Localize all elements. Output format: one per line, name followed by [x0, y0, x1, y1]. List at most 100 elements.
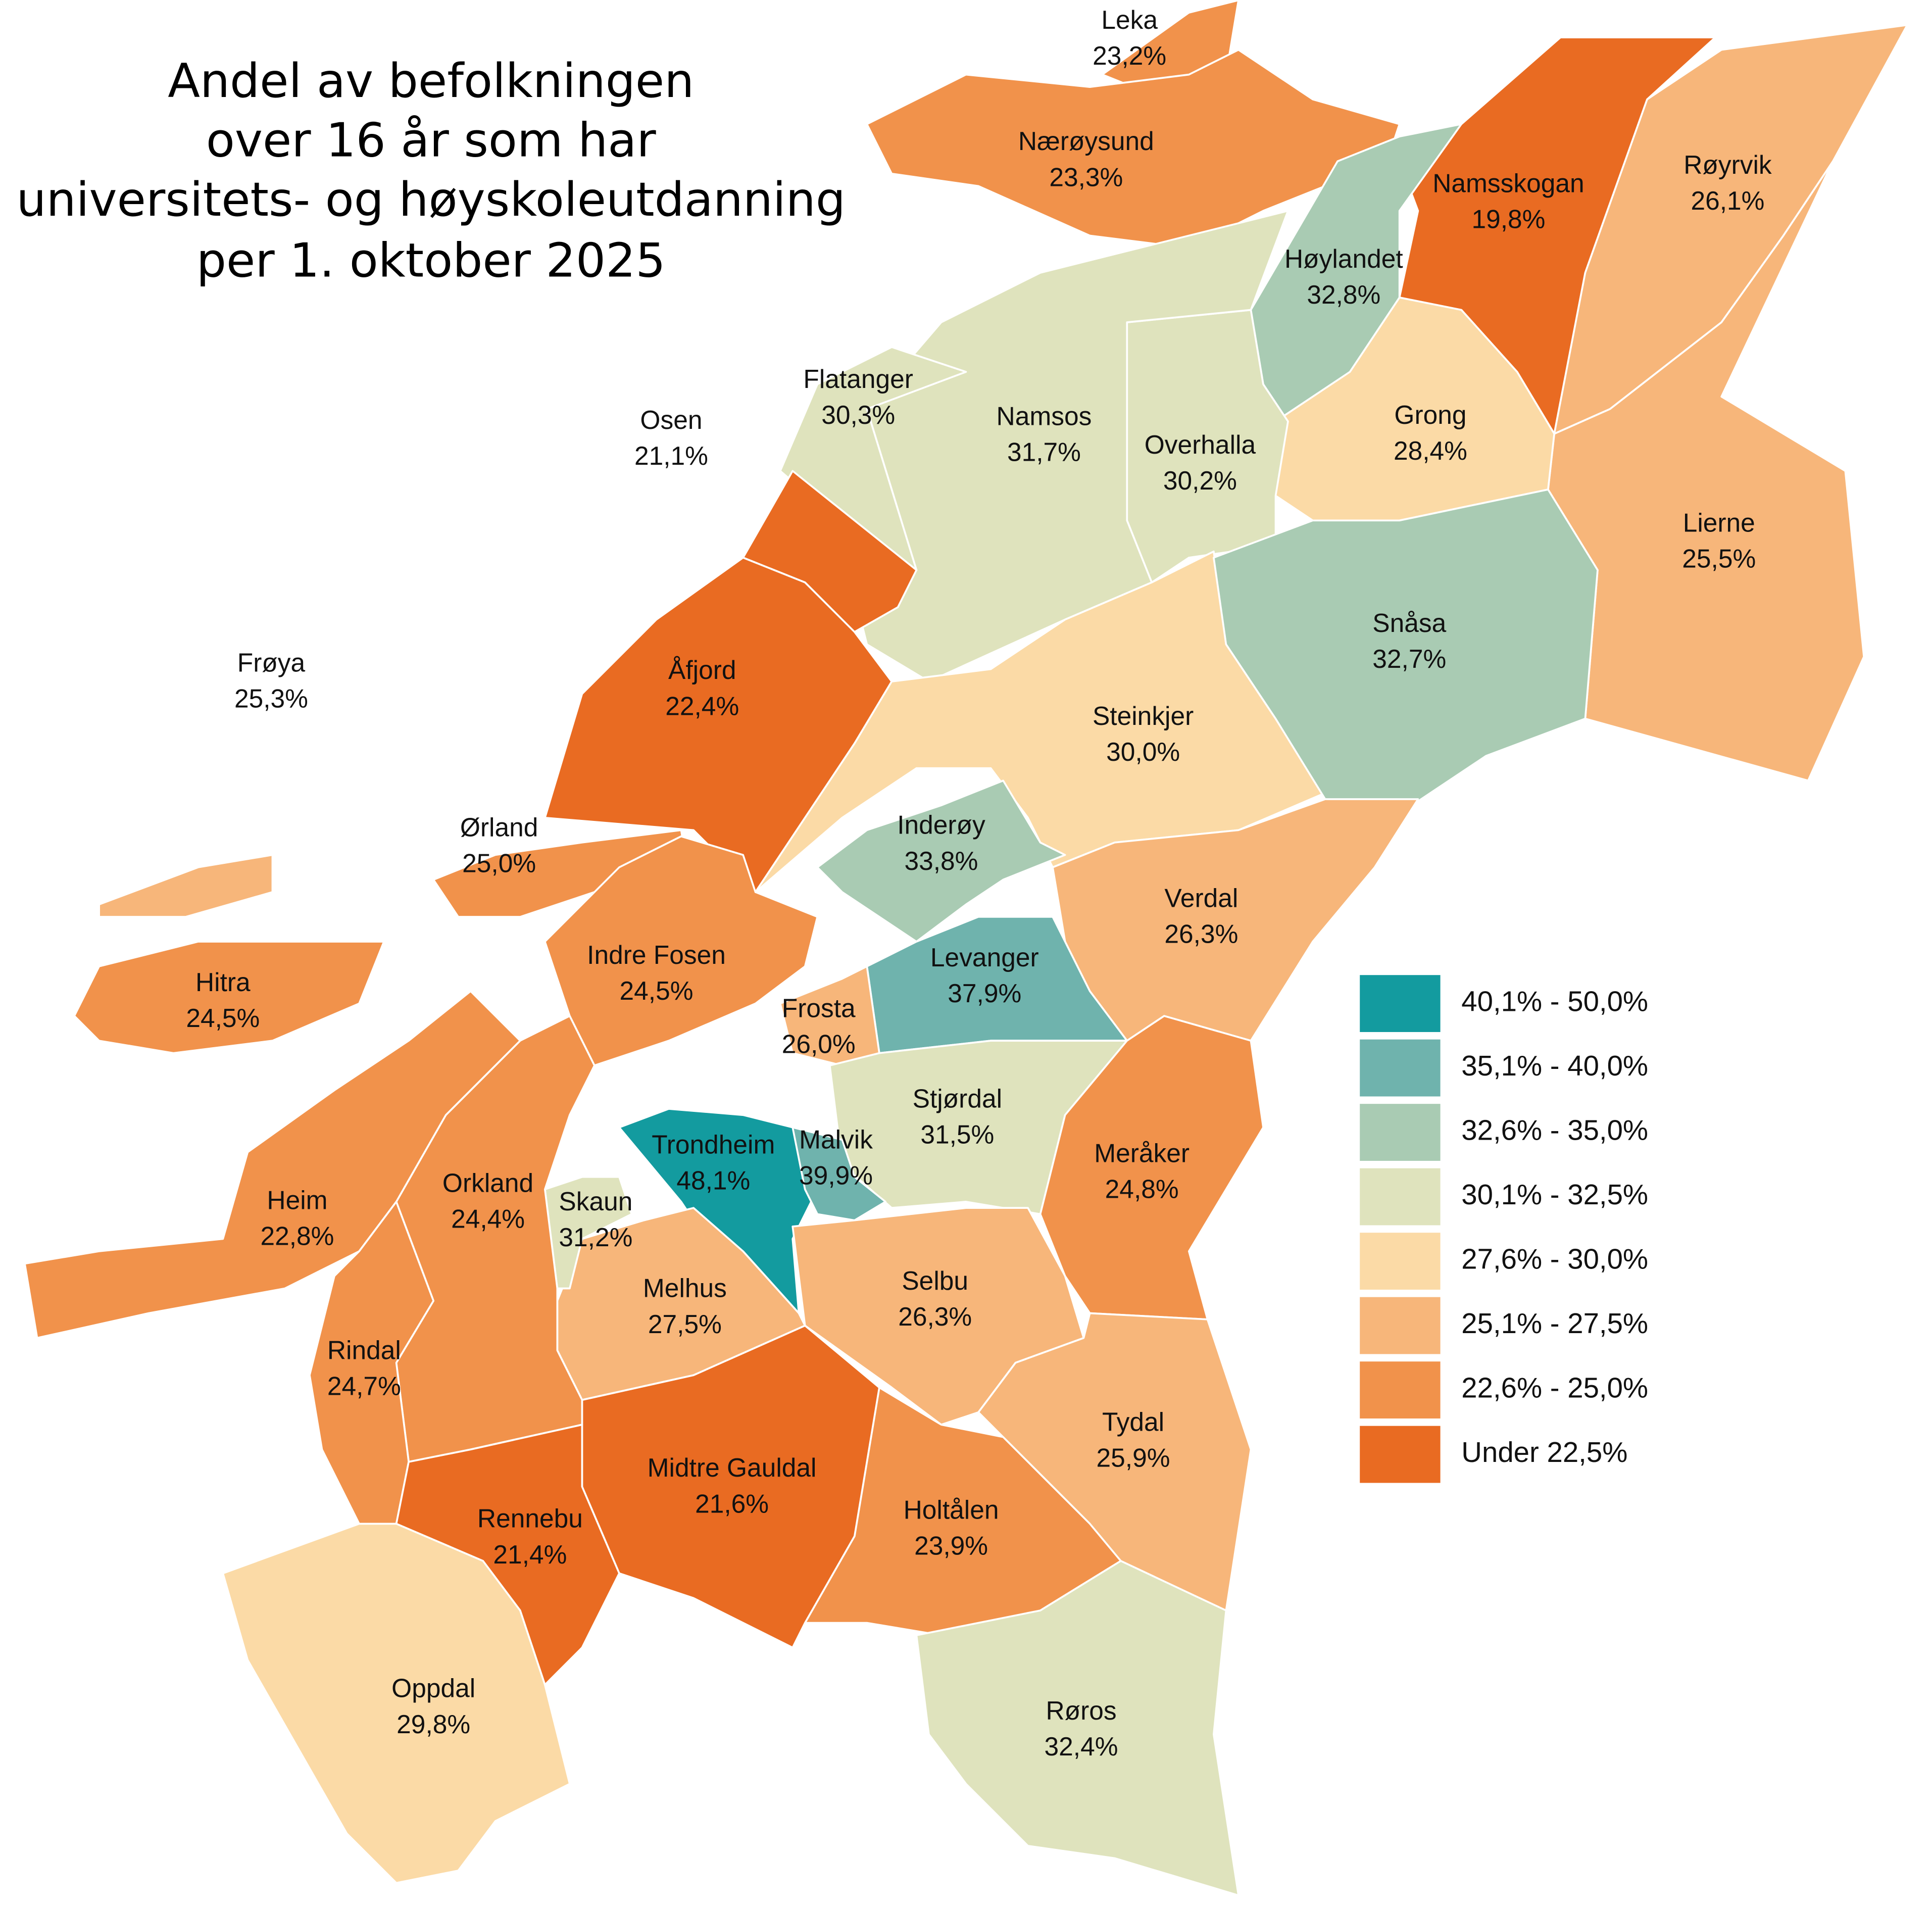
municipality-name: Nærøysund — [1018, 126, 1154, 156]
municipality-value: 24,5% — [186, 1003, 260, 1033]
municipality-value: 24,5% — [620, 976, 693, 1005]
municipality-value: 30,2% — [1163, 466, 1237, 495]
municipality-value: 25,5% — [1682, 544, 1756, 573]
municipality-name: Orkland — [442, 1168, 533, 1197]
municipality-value: 39,9% — [799, 1161, 873, 1190]
municipality-value: 31,7% — [1007, 437, 1081, 467]
municipality-name: Osen — [640, 405, 702, 434]
municipality-name: Levanger — [930, 943, 1039, 972]
municipality-value: 26,3% — [898, 1302, 972, 1331]
legend-label: 35,1% - 40,0% — [1461, 1050, 1648, 1082]
municipality-name: Frøya — [237, 648, 306, 677]
municipality-value: 25,3% — [234, 684, 308, 713]
municipality — [98, 854, 274, 918]
municipality-name: Frosta — [782, 994, 856, 1023]
municipality-name: Midtre Gauldal — [648, 1453, 817, 1482]
municipality-name: Steinkjer — [1093, 701, 1194, 730]
municipality-name: Tydal — [1102, 1407, 1164, 1436]
legend-swatch — [1360, 975, 1441, 1032]
legend-swatch — [1360, 1104, 1441, 1161]
municipality-name: Flatanger — [803, 364, 913, 394]
municipality-value: 25,0% — [462, 849, 536, 878]
municipality-name: Snåsa — [1372, 608, 1446, 638]
municipality-name: Oppdal — [391, 1674, 475, 1703]
legend-label: 40,1% - 50,0% — [1461, 985, 1648, 1017]
municipality-value: 30,3% — [821, 400, 895, 429]
legend-label: Under 22,5% — [1461, 1436, 1627, 1468]
municipality-value: 28,4% — [1394, 436, 1467, 465]
legend-swatch — [1360, 1168, 1441, 1226]
legend-swatch — [1360, 1297, 1441, 1354]
municipality — [915, 1560, 1240, 1896]
municipality-value: 26,3% — [1164, 919, 1238, 948]
municipality-name: Rindal — [327, 1335, 401, 1364]
regions — [24, 0, 1908, 1896]
municipality-name: Høylandet — [1284, 244, 1403, 273]
title-line: Andel av befolkningen — [168, 54, 694, 108]
municipality — [1213, 488, 1599, 807]
municipality — [791, 1126, 886, 1221]
title-line: per 1. oktober 2025 — [196, 233, 666, 287]
municipality-value: 21,4% — [493, 1540, 567, 1569]
municipality-name: Malvik — [799, 1124, 873, 1154]
municipality-value: 37,9% — [948, 979, 1021, 1008]
municipality-value: 19,8% — [1471, 205, 1545, 234]
legend-label: 30,1% - 32,5% — [1461, 1179, 1648, 1210]
municipality-name: Ørland — [460, 813, 538, 842]
municipality — [1039, 1015, 1264, 1320]
municipality-value: 29,8% — [397, 1709, 470, 1739]
legend-swatch — [1360, 1039, 1441, 1097]
municipality-name: Meråker — [1094, 1138, 1190, 1167]
municipality-value: 22,8% — [260, 1221, 334, 1251]
municipality-value: 32,7% — [1372, 644, 1446, 673]
legend-label: 25,1% - 27,5% — [1461, 1307, 1648, 1339]
municipality-name: Namsos — [997, 402, 1092, 431]
title-line: over 16 år som har — [206, 113, 657, 167]
municipality-name: Selbu — [902, 1266, 968, 1295]
municipality-value: 23,9% — [914, 1531, 988, 1560]
municipality-value: 24,8% — [1105, 1175, 1179, 1204]
legend-label: 22,6% - 25,0% — [1461, 1372, 1648, 1403]
municipality-value: 22,4% — [665, 691, 739, 720]
municipality-name: Grong — [1394, 400, 1466, 429]
municipality-value: 23,3% — [1049, 162, 1123, 191]
municipality-value: 27,5% — [648, 1309, 722, 1339]
municipality-value: 24,4% — [451, 1204, 525, 1233]
municipality-name: Lierne — [1683, 508, 1755, 537]
municipality-name: Holtålen — [904, 1495, 999, 1525]
municipality-value: 26,0% — [782, 1030, 856, 1059]
municipality — [24, 990, 521, 1339]
municipality-name: Verdal — [1164, 883, 1238, 912]
municipality-value: 31,2% — [559, 1222, 632, 1252]
municipality — [73, 941, 385, 1054]
municipality-name: Skaun — [559, 1187, 632, 1216]
legend-swatch — [1360, 1426, 1441, 1483]
municipality-value: 21,1% — [634, 441, 708, 470]
labels: Leka 23,2% Nærøysund 23,3% Namsskogan 19,8% Rø… — [186, 5, 1772, 1761]
municipality-name: Rennebu — [477, 1504, 583, 1533]
legend-swatch — [1360, 1233, 1441, 1290]
municipality-name: Indre Fosen — [587, 940, 726, 969]
municipality-value: 32,8% — [1307, 280, 1380, 309]
municipality-value: 30,0% — [1106, 737, 1180, 766]
municipality-value: 23,2% — [1093, 41, 1166, 70]
municipality-value: 26,1% — [1691, 186, 1764, 215]
municipality-value: 24,7% — [327, 1371, 401, 1400]
municipality-name: Inderøy — [897, 810, 985, 840]
municipality-value: 32,4% — [1045, 1732, 1118, 1761]
municipality-value: 31,5% — [920, 1120, 994, 1149]
municipality — [544, 1176, 633, 1290]
municipality-name: Namsskogan — [1432, 169, 1584, 198]
title: Andel av befolkningen over 16 år som har… — [17, 54, 846, 288]
municipality — [1274, 297, 1556, 522]
municipality-name: Overhalla — [1145, 430, 1256, 459]
municipality — [222, 1523, 571, 1884]
municipality-name: Røros — [1046, 1696, 1116, 1725]
municipality-value: 21,6% — [695, 1489, 769, 1518]
municipality-name: Stjørdal — [913, 1084, 1002, 1113]
municipality — [309, 1201, 435, 1525]
municipality-name: Trondheim — [652, 1130, 775, 1159]
municipality-value: 33,8% — [904, 846, 978, 875]
legend-label: 32,6% - 35,0% — [1461, 1114, 1648, 1146]
